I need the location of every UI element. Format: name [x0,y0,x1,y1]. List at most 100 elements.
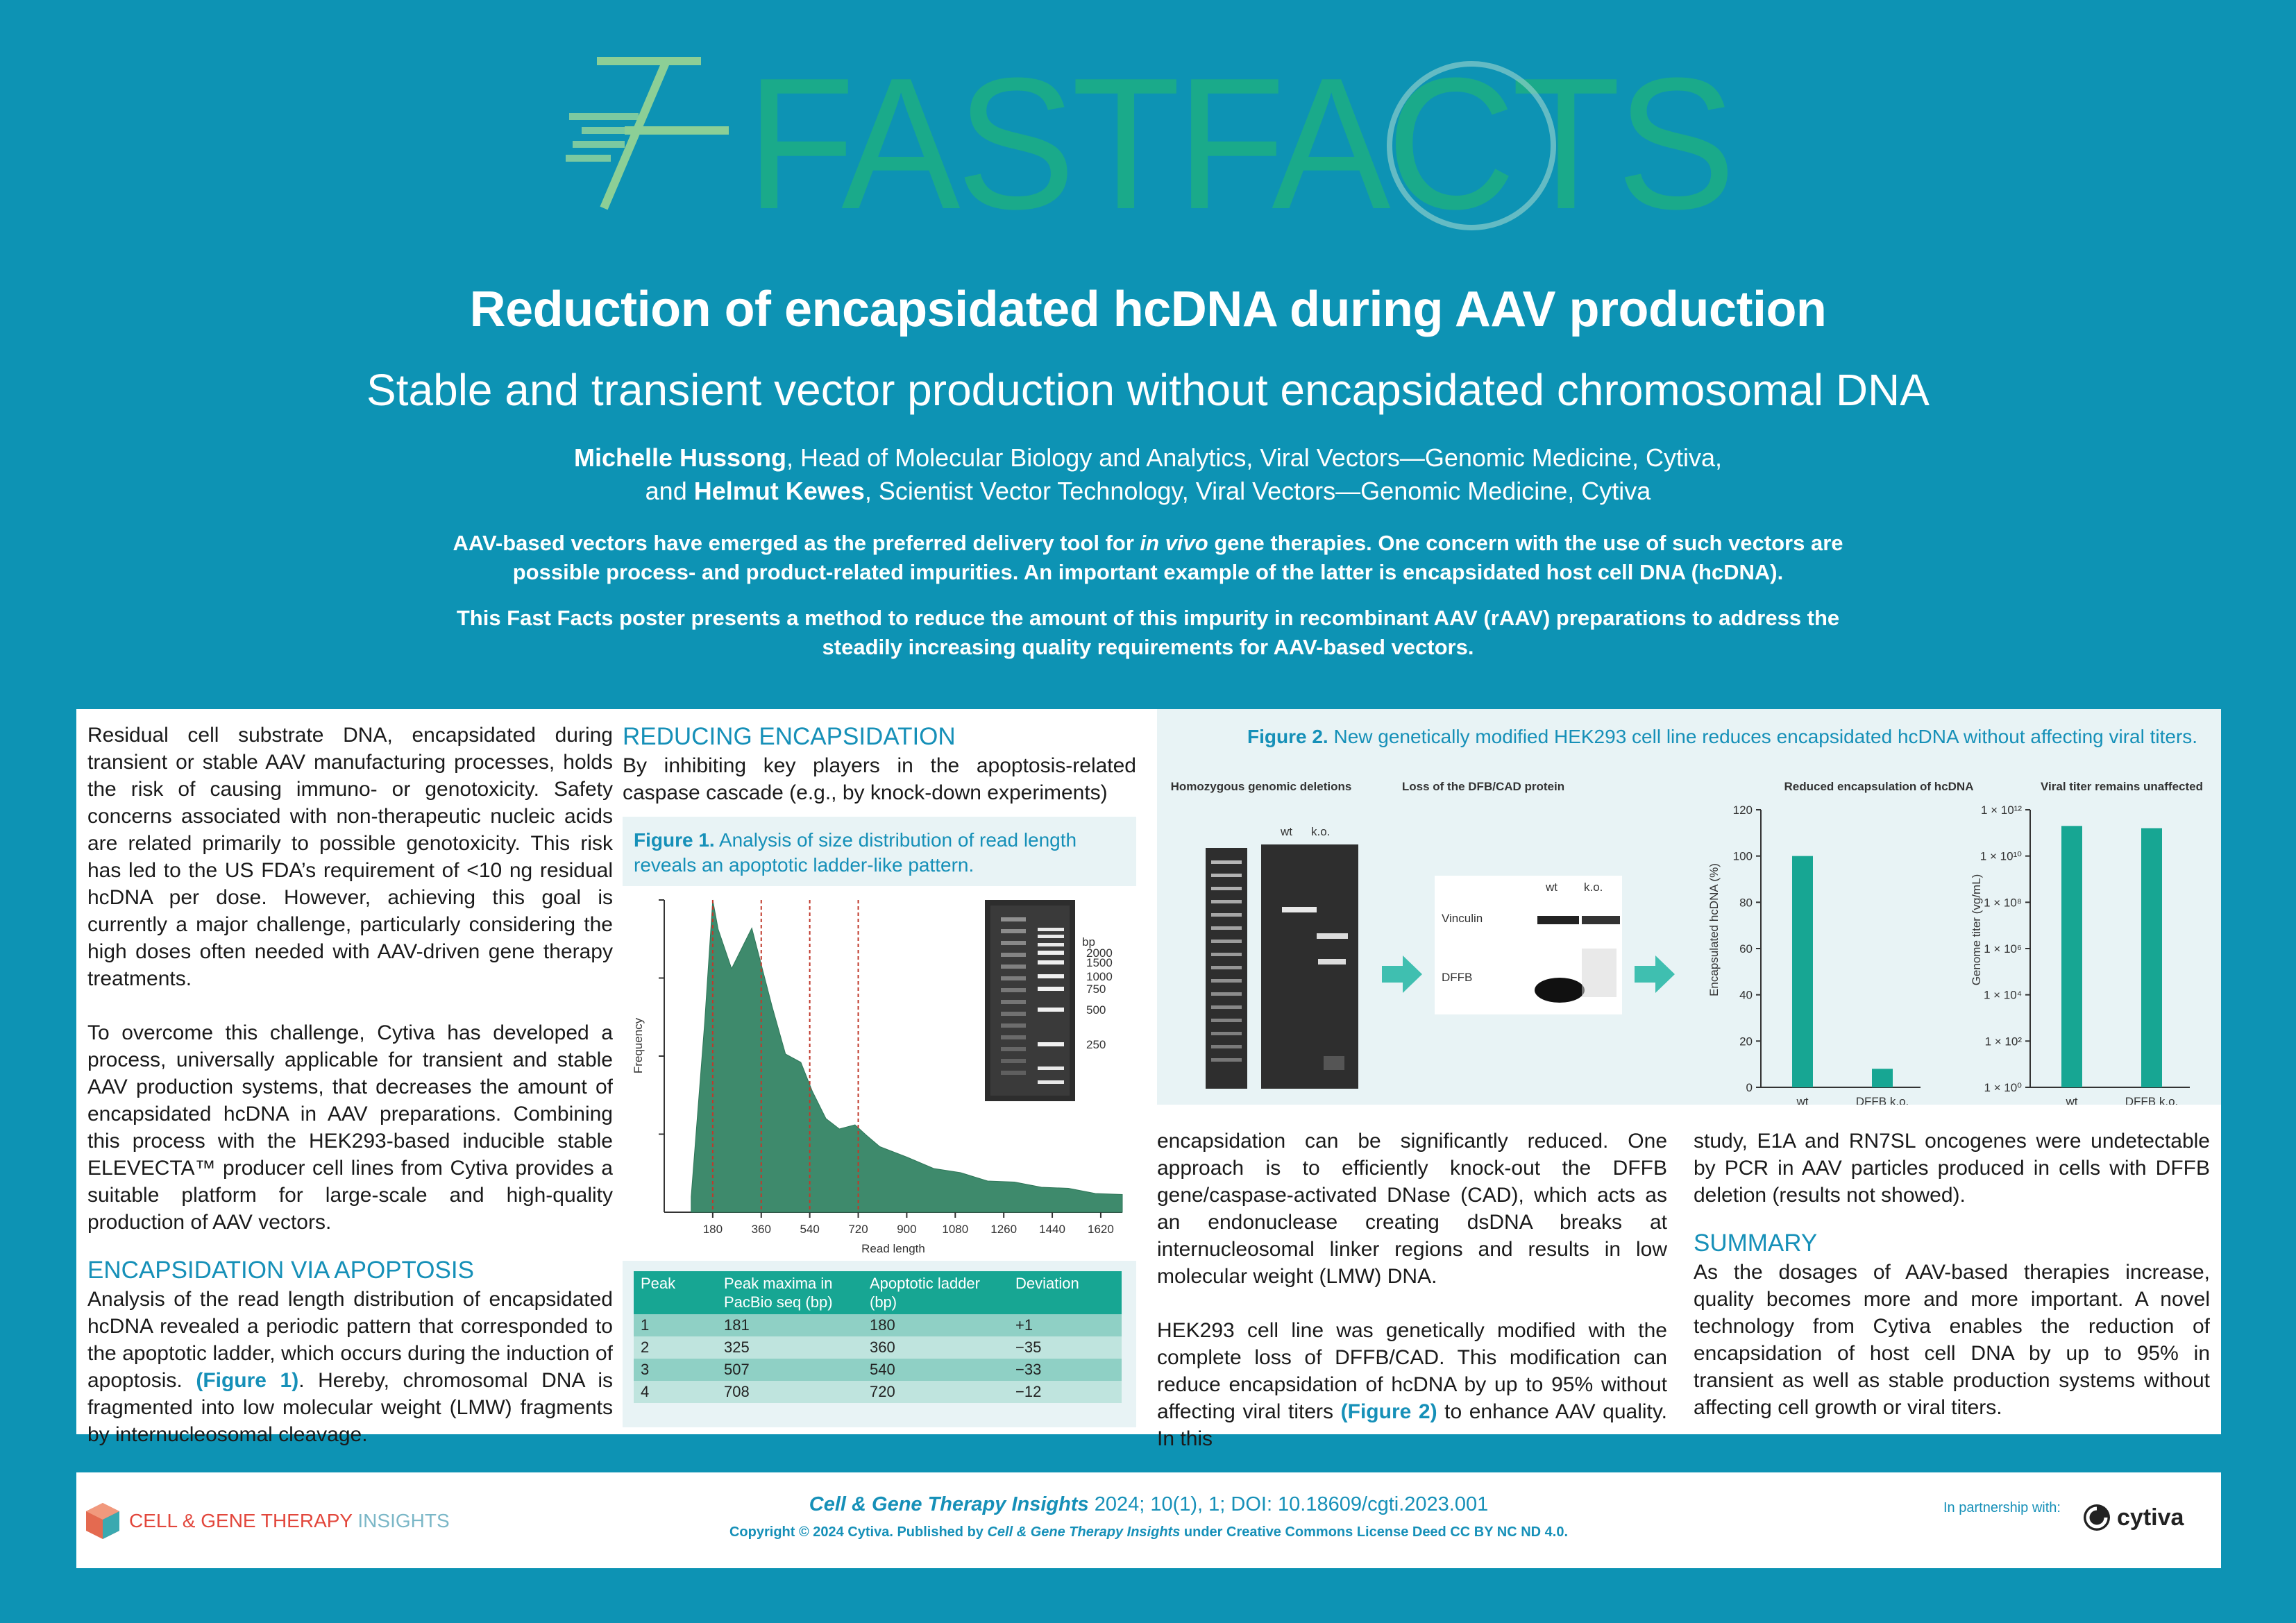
speed-lines-icon [566,57,729,210]
inset-ladder-label: 750 [1086,983,1106,996]
journal-logo-text-a: CELL & GENE THERAPY [129,1510,353,1531]
x-tick-label: wt [1796,1095,1809,1105]
copyright: Copyright © 2024 Cytiva. Published by Ce… [76,1524,2221,1540]
panel-4-title: Viral titer remains unaffected [2041,780,2203,793]
copy-text-a: Copyright © 2024 Cytiva. Published by [729,1524,988,1540]
x-tick-label: DFFB k.o. [2125,1095,2179,1105]
cytiva-mark-icon [2084,1504,2110,1531]
author2-prefix: and [645,477,694,505]
poster-subtitle: Stable and transient vector production w… [366,365,1930,415]
figure-1-caption-text: Analysis of size distribution of read le… [634,829,1077,876]
panel-2-title: Loss of the DFB/CAD protein [1402,780,1564,793]
journal-logo-text: CELL & GENE THERAPY INSIGHTS [129,1510,450,1532]
table-cell: +1 [1008,1314,1122,1336]
content-panel: Residual cell substrate DNA, encapsidate… [76,709,2221,1450]
y-tick-label: 100 [1733,850,1753,863]
author2-name: Helmut Kewes [693,477,865,505]
x-tick-label: 1620 [1088,1223,1114,1236]
table-header: Deviation [1008,1271,1122,1314]
bar1-y-axis-label: Encapsulated hcDNA (%) [1707,863,1721,996]
table-cell: 3 [634,1359,717,1381]
bar [2141,828,2162,1087]
table-cell: 4 [634,1381,717,1403]
y-tick-label: 0 [1746,1081,1753,1094]
table-row: 1 181 180 +1 [634,1314,1122,1336]
x-tick-label: 1080 [942,1223,968,1236]
table-cell: 540 [863,1359,1008,1381]
x-tick-label: 1440 [1039,1223,1065,1236]
y-tick-label: 40 [1739,989,1753,1002]
bar [1792,856,1813,1087]
section-heading-summary: SUMMARY [1694,1230,1818,1257]
col2-paragraph-1: By inhibiting key players in the apoptos… [623,754,1136,804]
journal-logo: CELL & GENE THERAPY INSIGHTS [83,1500,472,1542]
panel-1-title: Homozygous genomic deletions [1171,780,1352,793]
y-tick-label: 1 × 10⁸ [1984,896,2022,909]
hcdna-bar-chart: 0 20 40 60 80 100 120 wt DFFB k.o. [1733,804,1921,1105]
table-header-row: Peak Peak maxima in PacBio seq (bp) Apop… [634,1271,1122,1314]
column-2: REDUCING ENCAPSIDATION By inhibiting key… [623,722,1136,806]
y-tick-label: 1 × 10⁰ [1984,1081,2022,1094]
logo-wordmark: FASTFACTS [746,40,1732,236]
x-tick-label: wt [2066,1095,2078,1105]
table-cell: 180 [863,1314,1008,1336]
table-cell: 708 [717,1381,863,1403]
table-row: 3 507 540 −33 [634,1359,1122,1381]
author1-role: , Head of Molecular Biology and Analytic… [786,443,1722,472]
fastfacts-logo: FASTFACTS [0,28,2296,248]
column-4: study, E1A and RN7SL oncogenes were unde… [1694,1128,2210,1421]
figure-2-link[interactable]: (Figure 2) [1340,1400,1437,1423]
figure-2-caption: Figure 2. New genetically modified HEK29… [1247,724,2212,749]
bar2-y-axis-label: Genome titer (vg/mL) [1970,874,1983,986]
y-tick-label: 1 × 10⁶ [1984,942,2022,955]
figure-1-link[interactable]: (Figure 1) [196,1369,299,1392]
poster-title: Reduction of encapsidated hcDNA during A… [469,282,1827,337]
section-heading-apoptosis: ENCAPSIDATION VIA APOPTOSIS [87,1257,474,1284]
gel-ko-label: k.o. [1311,825,1330,838]
table-cell: 360 [863,1336,1008,1359]
western-blot-image: wt k.o. Vinculin DFFB [1435,876,1622,1014]
col1-paragraph-1: Residual cell substrate DNA, encapsidate… [87,724,613,990]
intro1-text-a: AAV-based vectors have emerged as the pr… [453,531,1140,555]
col3-paragraph-1: encapsidation can be significantly reduc… [1157,1130,1667,1288]
wb-wt-label: wt [1545,881,1558,894]
cite-rest: 2024; 10(1), 1; DOI: 10.18609/cgti.2023.… [1088,1493,1489,1515]
y-tick-label: 80 [1739,896,1753,909]
intro-paragraph-2: This Fast Facts poster presents a method… [456,606,1840,659]
author1-name: Michelle Hussong [573,443,787,472]
table-header: Peak maxima in PacBio seq (bp) [717,1271,863,1314]
table-cell: 720 [863,1381,1008,1403]
y-axis-label: Frequency [632,1017,645,1073]
y-tick-label: 120 [1733,804,1753,817]
x-tick-label: 180 [703,1223,723,1236]
col3-p2-text-b: to enhance AAV quality. In this [1157,1400,1667,1450]
wb-vinculin-label: Vinculin [1442,912,1483,925]
table-header: Peak [634,1271,717,1314]
figure-1: Figure 1. Analysis of size distribution … [623,817,1136,1427]
column-3: encapsidation can be significantly reduc… [1157,1128,1667,1452]
col3-p2-text-a: HEK293 cell line was genetically modifie… [1157,1319,1667,1423]
citation: Cell & Gene Therapy Insights 2024; 10(1)… [76,1493,2221,1516]
inset-ladder-label: 2000 [1086,946,1113,960]
table-row: 4 708 720 −12 [634,1381,1122,1403]
table-cell: −33 [1008,1359,1122,1381]
inset-ladder-label: 250 [1086,1038,1106,1051]
copy-journal: Cell & Gene Therapy Insights [987,1524,1181,1540]
wb-dffb-label: DFFB [1442,971,1472,984]
col1-paragraph-3: Analysis of the read length distribution… [87,1286,613,1448]
y-tick-label: 1 × 10² [1985,1035,2023,1048]
cite-journal: Cell & Gene Therapy Insights [809,1493,1089,1515]
table-cell: 2 [634,1336,717,1359]
read-length-chart: 180 360 540 720 900 1080 1260 1440 1620 Read len… [623,886,1136,1261]
figure-2-label: Figure 2. [1247,726,1328,747]
figure-1-label: Figure 1. [634,829,715,851]
table-header: Apoptotic ladder (bp) [863,1271,1008,1314]
y-tick-label: 20 [1739,1035,1753,1048]
col1-paragraph-2: To overcome this challenge, Cytiva has d… [87,1021,613,1234]
table-cell: 1 [634,1314,717,1336]
x-axis-label: Read length [861,1242,925,1255]
inset-gel-unit: bp [1082,935,1095,949]
arrow-right-icon [1382,955,1422,993]
col4-paragraph-2: As the dosages of AAV-based therapies in… [1694,1261,2210,1419]
col1-p3-text-b: . Hereby, chromosomal DNA is fragmented … [87,1369,614,1446]
